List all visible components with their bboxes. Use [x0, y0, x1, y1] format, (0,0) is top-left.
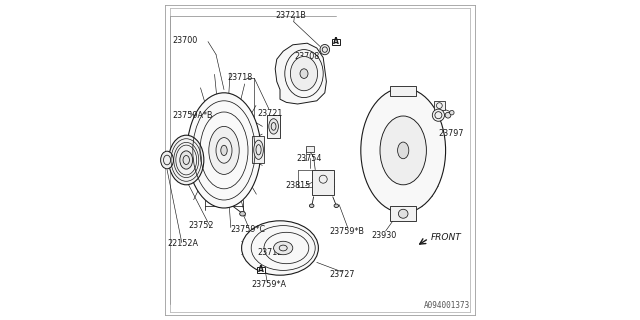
Text: 23759A*B: 23759A*B	[172, 111, 212, 120]
FancyBboxPatch shape	[332, 39, 339, 45]
Ellipse shape	[310, 204, 314, 208]
Text: 23721B: 23721B	[276, 11, 307, 20]
Ellipse shape	[187, 93, 261, 208]
Ellipse shape	[450, 110, 454, 115]
Ellipse shape	[334, 204, 339, 208]
Polygon shape	[390, 86, 416, 96]
Ellipse shape	[320, 44, 330, 55]
FancyBboxPatch shape	[257, 267, 265, 273]
Text: A094001373: A094001373	[424, 301, 470, 310]
Text: 23759*B: 23759*B	[330, 227, 365, 236]
Ellipse shape	[274, 241, 293, 255]
Text: 22152A: 22152A	[168, 239, 198, 248]
Polygon shape	[268, 115, 280, 138]
Polygon shape	[434, 101, 445, 110]
Ellipse shape	[242, 221, 319, 275]
Polygon shape	[306, 146, 314, 152]
Ellipse shape	[169, 135, 204, 185]
Ellipse shape	[445, 112, 451, 118]
Ellipse shape	[380, 116, 426, 185]
Ellipse shape	[398, 209, 408, 218]
Ellipse shape	[361, 88, 445, 213]
Text: 23752: 23752	[189, 221, 214, 230]
Ellipse shape	[291, 56, 317, 91]
Text: A: A	[333, 37, 339, 46]
Text: 23708: 23708	[294, 52, 319, 61]
Ellipse shape	[180, 151, 193, 169]
Text: 23718: 23718	[227, 73, 252, 82]
Text: 23727: 23727	[329, 270, 355, 279]
Text: 23930: 23930	[371, 231, 396, 240]
Text: 23759*A: 23759*A	[251, 280, 286, 289]
Text: 23721: 23721	[257, 109, 283, 118]
Text: A: A	[258, 265, 264, 274]
Polygon shape	[390, 206, 416, 221]
Text: 23759*C: 23759*C	[230, 225, 266, 234]
Ellipse shape	[221, 145, 227, 156]
Polygon shape	[275, 43, 326, 104]
Text: 23712: 23712	[258, 248, 283, 257]
Ellipse shape	[209, 126, 239, 174]
Polygon shape	[312, 170, 334, 195]
Text: 23797: 23797	[438, 129, 464, 138]
Polygon shape	[252, 136, 264, 163]
Text: 23815: 23815	[285, 181, 311, 190]
Text: 23754: 23754	[296, 154, 321, 163]
Ellipse shape	[161, 151, 173, 169]
Text: 23700: 23700	[172, 36, 197, 45]
Ellipse shape	[433, 109, 445, 121]
Ellipse shape	[269, 119, 278, 134]
Ellipse shape	[253, 140, 264, 159]
Ellipse shape	[397, 142, 409, 159]
Ellipse shape	[240, 212, 246, 216]
Ellipse shape	[300, 69, 308, 78]
Text: FRONT: FRONT	[430, 233, 461, 242]
